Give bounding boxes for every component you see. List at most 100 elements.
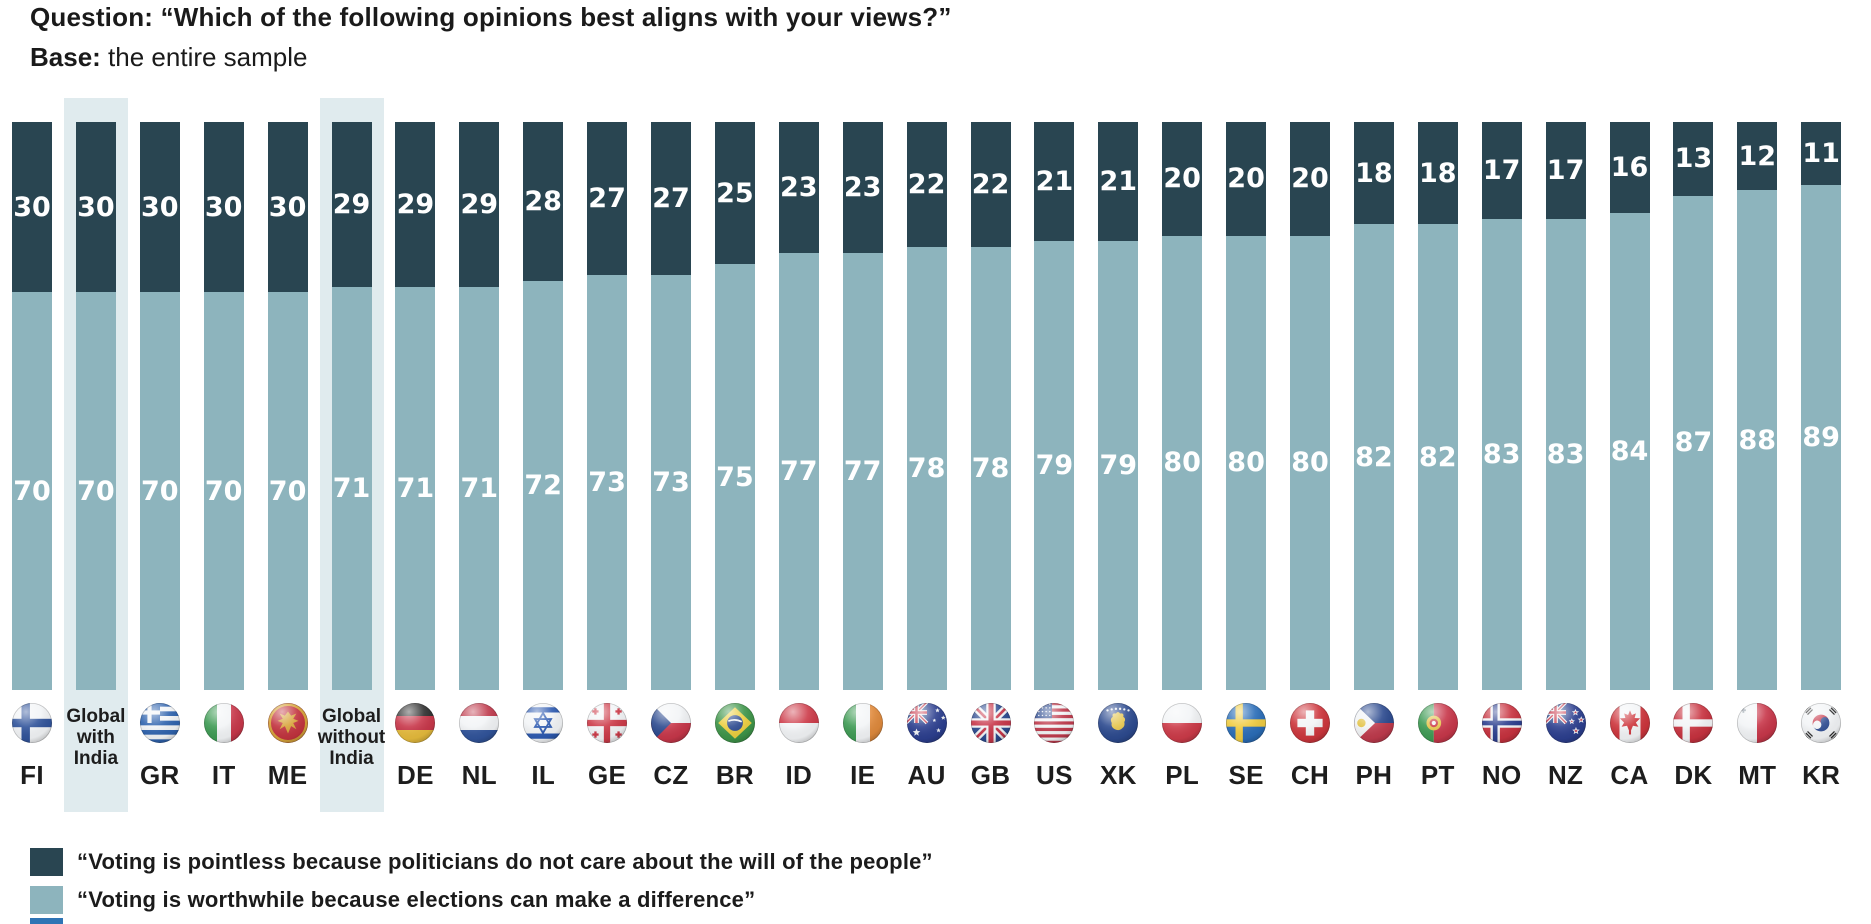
stacked-bar[interactable]: 20 80 bbox=[1162, 122, 1203, 690]
worthwhile-segment[interactable]: 77 bbox=[842, 252, 883, 690]
stacked-bar[interactable]: 27 73 bbox=[651, 122, 691, 690]
stacked-bar[interactable]: 28 72 bbox=[523, 122, 564, 690]
worthwhile-segment[interactable]: 71 bbox=[395, 286, 436, 690]
stacked-bar[interactable]: 30 70 bbox=[75, 122, 116, 690]
stacked-bar[interactable]: 11 89 bbox=[1801, 122, 1842, 690]
worthwhile-segment[interactable]: 73 bbox=[587, 275, 628, 690]
pointless-segment[interactable]: 27 bbox=[651, 122, 691, 276]
pointless-segment[interactable]: 30 bbox=[12, 122, 52, 293]
worthwhile-segment[interactable]: 75 bbox=[714, 264, 755, 690]
flag-usa-icon bbox=[1033, 702, 1075, 744]
worthwhile-segment[interactable]: 80 bbox=[1290, 235, 1330, 690]
flag-denmark-icon bbox=[1672, 702, 1714, 744]
chart-column-se: 20 80 SE bbox=[1214, 98, 1278, 812]
worthwhile-segment[interactable]: 79 bbox=[1098, 241, 1139, 690]
worthwhile-segment[interactable]: 82 bbox=[1353, 224, 1394, 690]
stacked-bar[interactable]: 12 88 bbox=[1737, 122, 1778, 690]
worthwhile-segment[interactable]: 72 bbox=[523, 281, 564, 690]
pointless-value-label: 30 bbox=[204, 191, 243, 223]
stacked-bar[interactable]: 27 73 bbox=[587, 122, 628, 690]
pointless-segment[interactable]: 20 bbox=[1162, 122, 1203, 236]
worthwhile-segment[interactable]: 70 bbox=[75, 292, 116, 690]
worthwhile-segment[interactable]: 88 bbox=[1737, 190, 1778, 690]
stacked-bar[interactable]: 20 80 bbox=[1226, 122, 1267, 690]
stacked-bar[interactable]: 29 71 bbox=[331, 122, 372, 690]
stacked-bar[interactable]: 30 70 bbox=[12, 122, 52, 690]
worthwhile-segment[interactable]: 80 bbox=[1162, 235, 1203, 690]
worthwhile-segment[interactable]: 79 bbox=[1034, 241, 1075, 690]
pointless-segment[interactable]: 13 bbox=[1673, 122, 1714, 196]
pointless-segment[interactable]: 18 bbox=[1417, 122, 1458, 225]
worthwhile-segment[interactable]: 71 bbox=[459, 286, 500, 690]
pointless-segment[interactable]: 11 bbox=[1801, 122, 1842, 185]
pointless-segment[interactable]: 16 bbox=[1609, 122, 1650, 213]
worthwhile-segment[interactable]: 82 bbox=[1417, 224, 1458, 690]
worthwhile-segment[interactable]: 83 bbox=[1481, 218, 1522, 690]
worthwhile-segment[interactable]: 70 bbox=[12, 292, 52, 690]
worthwhile-value-label: 77 bbox=[780, 455, 818, 487]
pointless-segment[interactable]: 17 bbox=[1481, 122, 1522, 219]
stacked-bar[interactable]: 21 79 bbox=[1098, 122, 1139, 690]
worthwhile-segment[interactable]: 70 bbox=[267, 292, 308, 690]
stacked-bar[interactable]: 20 80 bbox=[1290, 122, 1330, 690]
stacked-bar[interactable]: 30 70 bbox=[139, 122, 180, 690]
flag-philippines-icon bbox=[1353, 702, 1395, 744]
pointless-segment[interactable]: 22 bbox=[906, 122, 947, 247]
stacked-bar[interactable]: 17 83 bbox=[1481, 122, 1522, 690]
pointless-segment[interactable]: 25 bbox=[714, 122, 755, 264]
pointless-segment[interactable]: 27 bbox=[587, 122, 628, 276]
stacked-bar[interactable]: 30 70 bbox=[203, 122, 244, 690]
country-code-label: DK bbox=[1674, 760, 1713, 790]
pointless-segment[interactable]: 20 bbox=[1290, 122, 1330, 236]
stacked-bar[interactable]: 17 83 bbox=[1545, 122, 1586, 690]
stacked-bar[interactable]: 29 71 bbox=[459, 122, 500, 690]
stacked-bar[interactable]: 21 79 bbox=[1034, 122, 1075, 690]
pointless-segment[interactable]: 20 bbox=[1226, 122, 1267, 236]
worthwhile-segment[interactable]: 70 bbox=[203, 292, 244, 690]
stacked-bar[interactable]: 29 71 bbox=[395, 122, 436, 690]
stacked-bar[interactable]: 22 78 bbox=[906, 122, 947, 690]
pointless-segment[interactable]: 23 bbox=[842, 122, 883, 253]
worthwhile-segment[interactable]: 80 bbox=[1226, 235, 1267, 690]
worthwhile-segment[interactable]: 77 bbox=[778, 252, 819, 690]
pointless-segment[interactable]: 28 bbox=[523, 122, 564, 281]
pointless-segment[interactable]: 30 bbox=[139, 122, 180, 293]
worthwhile-segment[interactable]: 78 bbox=[970, 247, 1011, 690]
chart-column-ch: 20 80 CH bbox=[1278, 98, 1342, 812]
stacked-bar[interactable]: 16 84 bbox=[1609, 122, 1650, 690]
stacked-bar[interactable]: 18 82 bbox=[1353, 122, 1394, 690]
pointless-segment[interactable]: 23 bbox=[778, 122, 819, 253]
worthwhile-segment[interactable]: 89 bbox=[1801, 184, 1842, 690]
worthwhile-segment[interactable]: 78 bbox=[906, 247, 947, 690]
pointless-segment[interactable]: 30 bbox=[203, 122, 244, 293]
flag-greece-icon bbox=[139, 702, 181, 744]
worthwhile-value-label: 71 bbox=[332, 472, 371, 504]
worthwhile-segment[interactable]: 71 bbox=[331, 286, 372, 690]
pointless-segment[interactable]: 29 bbox=[459, 122, 500, 287]
worthwhile-segment[interactable]: 87 bbox=[1673, 195, 1714, 690]
country-code-label: KR bbox=[1802, 760, 1841, 790]
stacked-bar[interactable]: 23 77 bbox=[778, 122, 819, 690]
worthwhile-segment[interactable]: 70 bbox=[139, 292, 180, 690]
worthwhile-segment[interactable]: 83 bbox=[1545, 218, 1586, 690]
stacked-bar[interactable]: 25 75 bbox=[714, 122, 755, 690]
stacked-bar[interactable]: 23 77 bbox=[842, 122, 883, 690]
stacked-bar[interactable]: 13 87 bbox=[1673, 122, 1714, 690]
pointless-segment[interactable]: 29 bbox=[331, 122, 372, 287]
worthwhile-segment[interactable]: 84 bbox=[1609, 212, 1650, 690]
pointless-segment[interactable]: 21 bbox=[1034, 122, 1075, 242]
worthwhile-segment[interactable]: 73 bbox=[651, 275, 691, 690]
stacked-bar[interactable]: 22 78 bbox=[970, 122, 1011, 690]
pointless-segment[interactable]: 18 bbox=[1353, 122, 1394, 225]
stacked-bar[interactable]: 30 70 bbox=[267, 122, 308, 690]
pointless-segment[interactable]: 12 bbox=[1737, 122, 1778, 191]
pointless-segment[interactable]: 29 bbox=[395, 122, 436, 287]
stacked-bar[interactable]: 18 82 bbox=[1417, 122, 1458, 690]
pointless-segment[interactable]: 30 bbox=[267, 122, 308, 293]
pointless-segment[interactable]: 22 bbox=[970, 122, 1011, 247]
chart-column-global-with-india: 30 70 Global with India bbox=[63, 98, 128, 812]
pointless-segment[interactable]: 30 bbox=[75, 122, 116, 293]
pointless-segment[interactable]: 17 bbox=[1545, 122, 1586, 219]
pointless-segment[interactable]: 21 bbox=[1098, 122, 1139, 242]
